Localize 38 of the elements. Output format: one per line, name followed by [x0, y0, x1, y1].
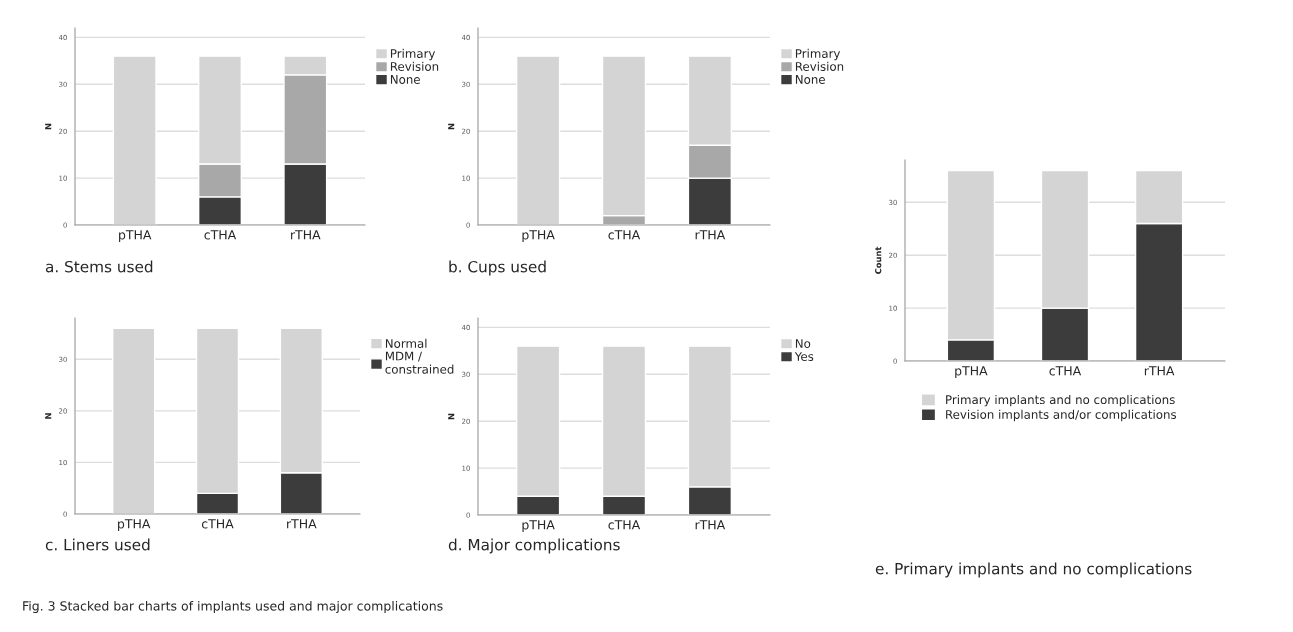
y-axis-title: N: [448, 123, 455, 130]
x-tick-label: cTHA: [608, 520, 641, 530]
text: c. Liners used: [45, 538, 150, 551]
x-tick-label: pTHA: [522, 520, 555, 532]
x-tick-label: cTHA: [608, 230, 641, 240]
y-axis-title: N: [45, 413, 52, 419]
legend-label: Normal: [385, 338, 427, 348]
legend-label: Yes: [794, 352, 814, 361]
y-axis-title: Count: [875, 246, 882, 274]
x-tick-label: rTHA: [287, 519, 317, 529]
y-axis-title: N: [448, 413, 455, 420]
legend-label: None: [795, 75, 825, 84]
legend-label: Primary: [390, 48, 436, 61]
legend-label: Primary implants and no complications: [946, 394, 1175, 407]
legend-label: No: [795, 339, 811, 348]
legend-label: Revision: [390, 61, 439, 71]
legend-label: Revision: [795, 61, 844, 71]
x-tick-label: rTHA: [291, 230, 321, 240]
legend-label: Revision implants and/or complications: [946, 409, 1177, 422]
x-tick-label: pTHA: [118, 519, 151, 531]
x-tick-label: cTHA: [201, 519, 234, 529]
x-tick-label: pTHA: [955, 366, 988, 378]
text: b. Cups used: [449, 260, 546, 276]
legend-label: None: [390, 75, 420, 84]
x-tick-label: rTHA: [695, 230, 726, 240]
x-tick-label: cTHA: [204, 230, 237, 240]
x-tick-label: cTHA: [1049, 366, 1082, 376]
x-tick-label: rTHA: [1144, 366, 1175, 376]
legend-label: MDM / constrained: [385, 351, 454, 374]
caption: Fig. 3 Stacked bar charts of implants used and major complications: [23, 600, 443, 614]
text: d. Major complications: [448, 538, 620, 554]
text: a. Stems used: [45, 260, 153, 273]
y-axis-title: N: [45, 123, 52, 130]
text: e. Primary implants and no complications: [875, 562, 1192, 578]
x-tick-label: pTHA: [119, 230, 152, 242]
x-tick-label: pTHA: [522, 230, 555, 242]
legend-label: Primary: [795, 48, 841, 61]
x-tick-label: rTHA: [695, 520, 726, 530]
